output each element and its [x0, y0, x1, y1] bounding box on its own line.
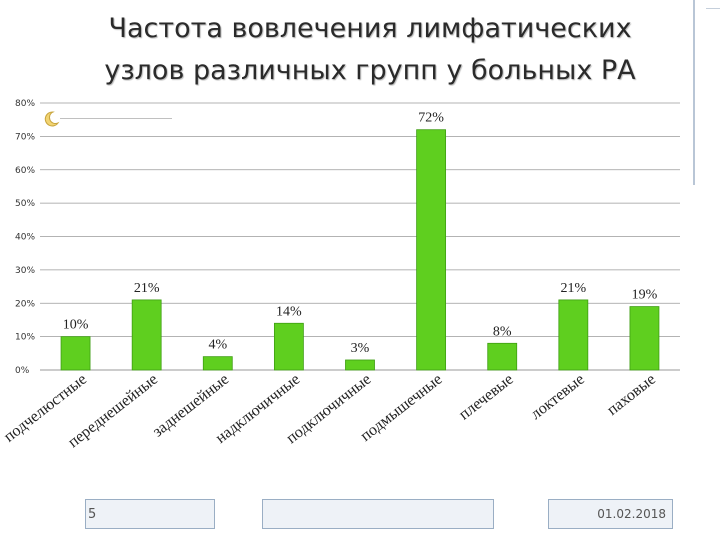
footer-date: 01.02.2018 [597, 507, 666, 521]
y-tick-label: 20% [15, 299, 35, 309]
y-tick-label: 60% [15, 166, 35, 176]
y-tick-label: 50% [15, 199, 35, 209]
data-label: 21% [134, 281, 160, 296]
bar [487, 342, 518, 371]
y-tick-label: 10% [15, 333, 35, 343]
data-label: 3% [351, 341, 370, 356]
slide-title: Частота вовлечения лимфатических узлов р… [60, 8, 680, 92]
x-category-label: локтевые [528, 371, 588, 423]
moon-icon [44, 111, 60, 127]
y-tick-label: 80% [15, 99, 35, 109]
data-label: 19% [632, 288, 658, 303]
bar [558, 299, 589, 371]
y-tick-label: 0% [15, 366, 30, 376]
footer-date-box [548, 499, 673, 529]
y-tick-label: 40% [15, 233, 35, 243]
decorative-line [60, 118, 172, 119]
data-label: 21% [560, 281, 586, 296]
data-label: 14% [276, 304, 302, 319]
data-label: 8% [493, 324, 512, 339]
title-line-2: узлов различных групп у больных РА [104, 55, 636, 86]
bar [202, 356, 233, 371]
slide-number: 5 [88, 507, 97, 522]
bar [60, 336, 91, 371]
bar [629, 306, 660, 371]
footer-center-box [262, 499, 494, 529]
y-tick-label: 30% [15, 266, 35, 276]
decorative-corner [706, 0, 720, 9]
bar [416, 129, 447, 371]
bar [131, 299, 162, 371]
data-label: 72% [418, 111, 444, 126]
y-tick-label: 70% [15, 132, 35, 142]
x-category-label: паховые [604, 371, 659, 419]
footer-slide-number-box [85, 499, 215, 529]
data-label: 4% [208, 338, 227, 353]
x-category-label: плечевые [456, 371, 517, 424]
title-line-1: Частота вовлечения лимфатических [108, 13, 632, 44]
bar [345, 359, 375, 371]
bar [273, 322, 304, 371]
data-label: 10% [63, 318, 89, 333]
decorative-rule [693, 0, 701, 185]
